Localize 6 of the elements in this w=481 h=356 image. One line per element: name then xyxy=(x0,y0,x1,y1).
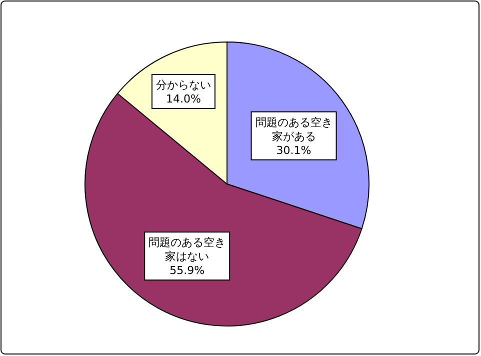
slice-label: 分からない xyxy=(156,78,211,92)
data-label: 14.0% xyxy=(166,92,201,106)
data-label: 30.1% xyxy=(276,144,312,157)
data-label: 55.9% xyxy=(170,264,205,278)
slice-label: 問題のある空き家はない xyxy=(148,236,226,264)
slice-label: 問題のある空き家がある xyxy=(255,116,332,143)
